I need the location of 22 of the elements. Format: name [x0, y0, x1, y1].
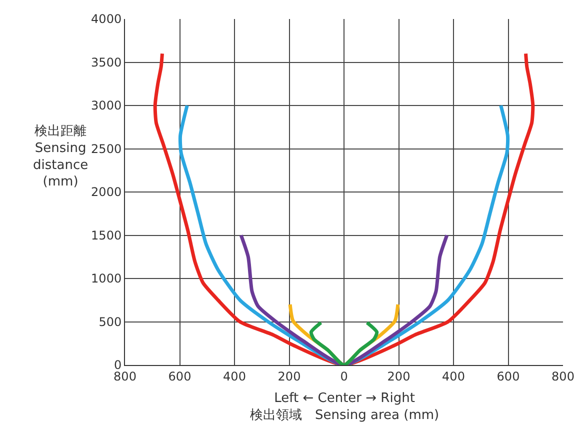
line-series: [309, 320, 379, 365]
line-series: [239, 234, 449, 365]
y-tick-label: 1500: [91, 228, 122, 242]
x-tick-label: 800: [552, 369, 574, 384]
x-tick-label: 600: [496, 369, 520, 384]
x-tick-label: 0: [340, 369, 348, 384]
y-tick-label: 500: [98, 314, 122, 329]
line-series: [178, 104, 510, 365]
y-tick-label: 2500: [91, 142, 122, 156]
y-axis-title: 検出距離 Sensing distance (mm): [33, 124, 88, 190]
x-tick-label: 400: [442, 369, 465, 384]
x-axis-title: Left ← Center → Right 検出領域 Sensing area (mm): [250, 391, 440, 423]
line-series: [153, 52, 535, 365]
y-tick-label: 4000: [91, 12, 122, 26]
x-tick-label: 600: [168, 369, 192, 384]
x-tick-label: 200: [387, 369, 410, 384]
x-tick-label: 200: [278, 369, 301, 384]
y-tick-label: 1000: [91, 272, 122, 286]
y-tick-label: 2000: [91, 185, 122, 200]
y-tick-label: 3000: [91, 98, 122, 113]
y-tick-label: 3500: [91, 55, 122, 70]
x-tick-label: 400: [223, 369, 246, 384]
